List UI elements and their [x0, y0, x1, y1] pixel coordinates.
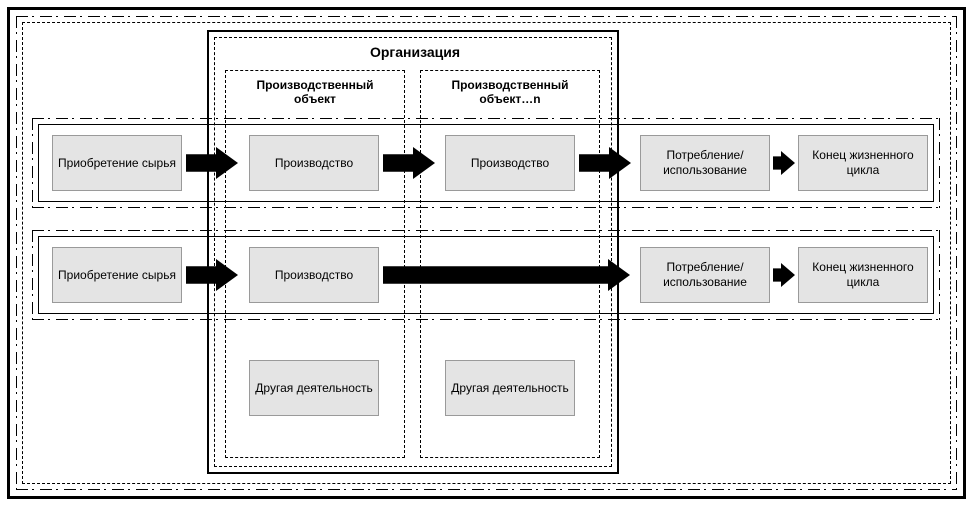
arrow-r2-long: [383, 259, 630, 291]
arrow-r1-1: [186, 147, 238, 179]
box-r3-other2: Другая деятельность: [445, 360, 575, 416]
arrow-r1-3: [579, 147, 631, 179]
box-r2-prod1: Производство: [249, 247, 379, 303]
arrow-r1-2: [383, 147, 435, 179]
box-r2-acquire: Приобретение сырья: [52, 247, 182, 303]
arrow-r2-1: [186, 259, 238, 291]
arrow-r2-3: [773, 263, 795, 287]
org-title: Организация: [360, 44, 470, 60]
box-r2-eol: Конец жизненного цикла: [798, 247, 928, 303]
box-r3-other1: Другая деятельность: [249, 360, 379, 416]
col2-heading: Производственный объект…n: [430, 78, 590, 106]
arrow-r1-4: [773, 151, 795, 175]
box-r1-acquire: Приобретение сырья: [52, 135, 182, 191]
box-r2-consume: Потребление/ использование: [640, 247, 770, 303]
box-r1-prod1: Производство: [249, 135, 379, 191]
col1-heading: Производственный объект: [235, 78, 395, 106]
box-r1-eol: Конец жизненного цикла: [798, 135, 928, 191]
box-r1-consume: Потребление/ использование: [640, 135, 770, 191]
diagram-canvas: Организация Производственный объект Прои…: [0, 0, 973, 506]
box-r1-prod2: Производство: [445, 135, 575, 191]
